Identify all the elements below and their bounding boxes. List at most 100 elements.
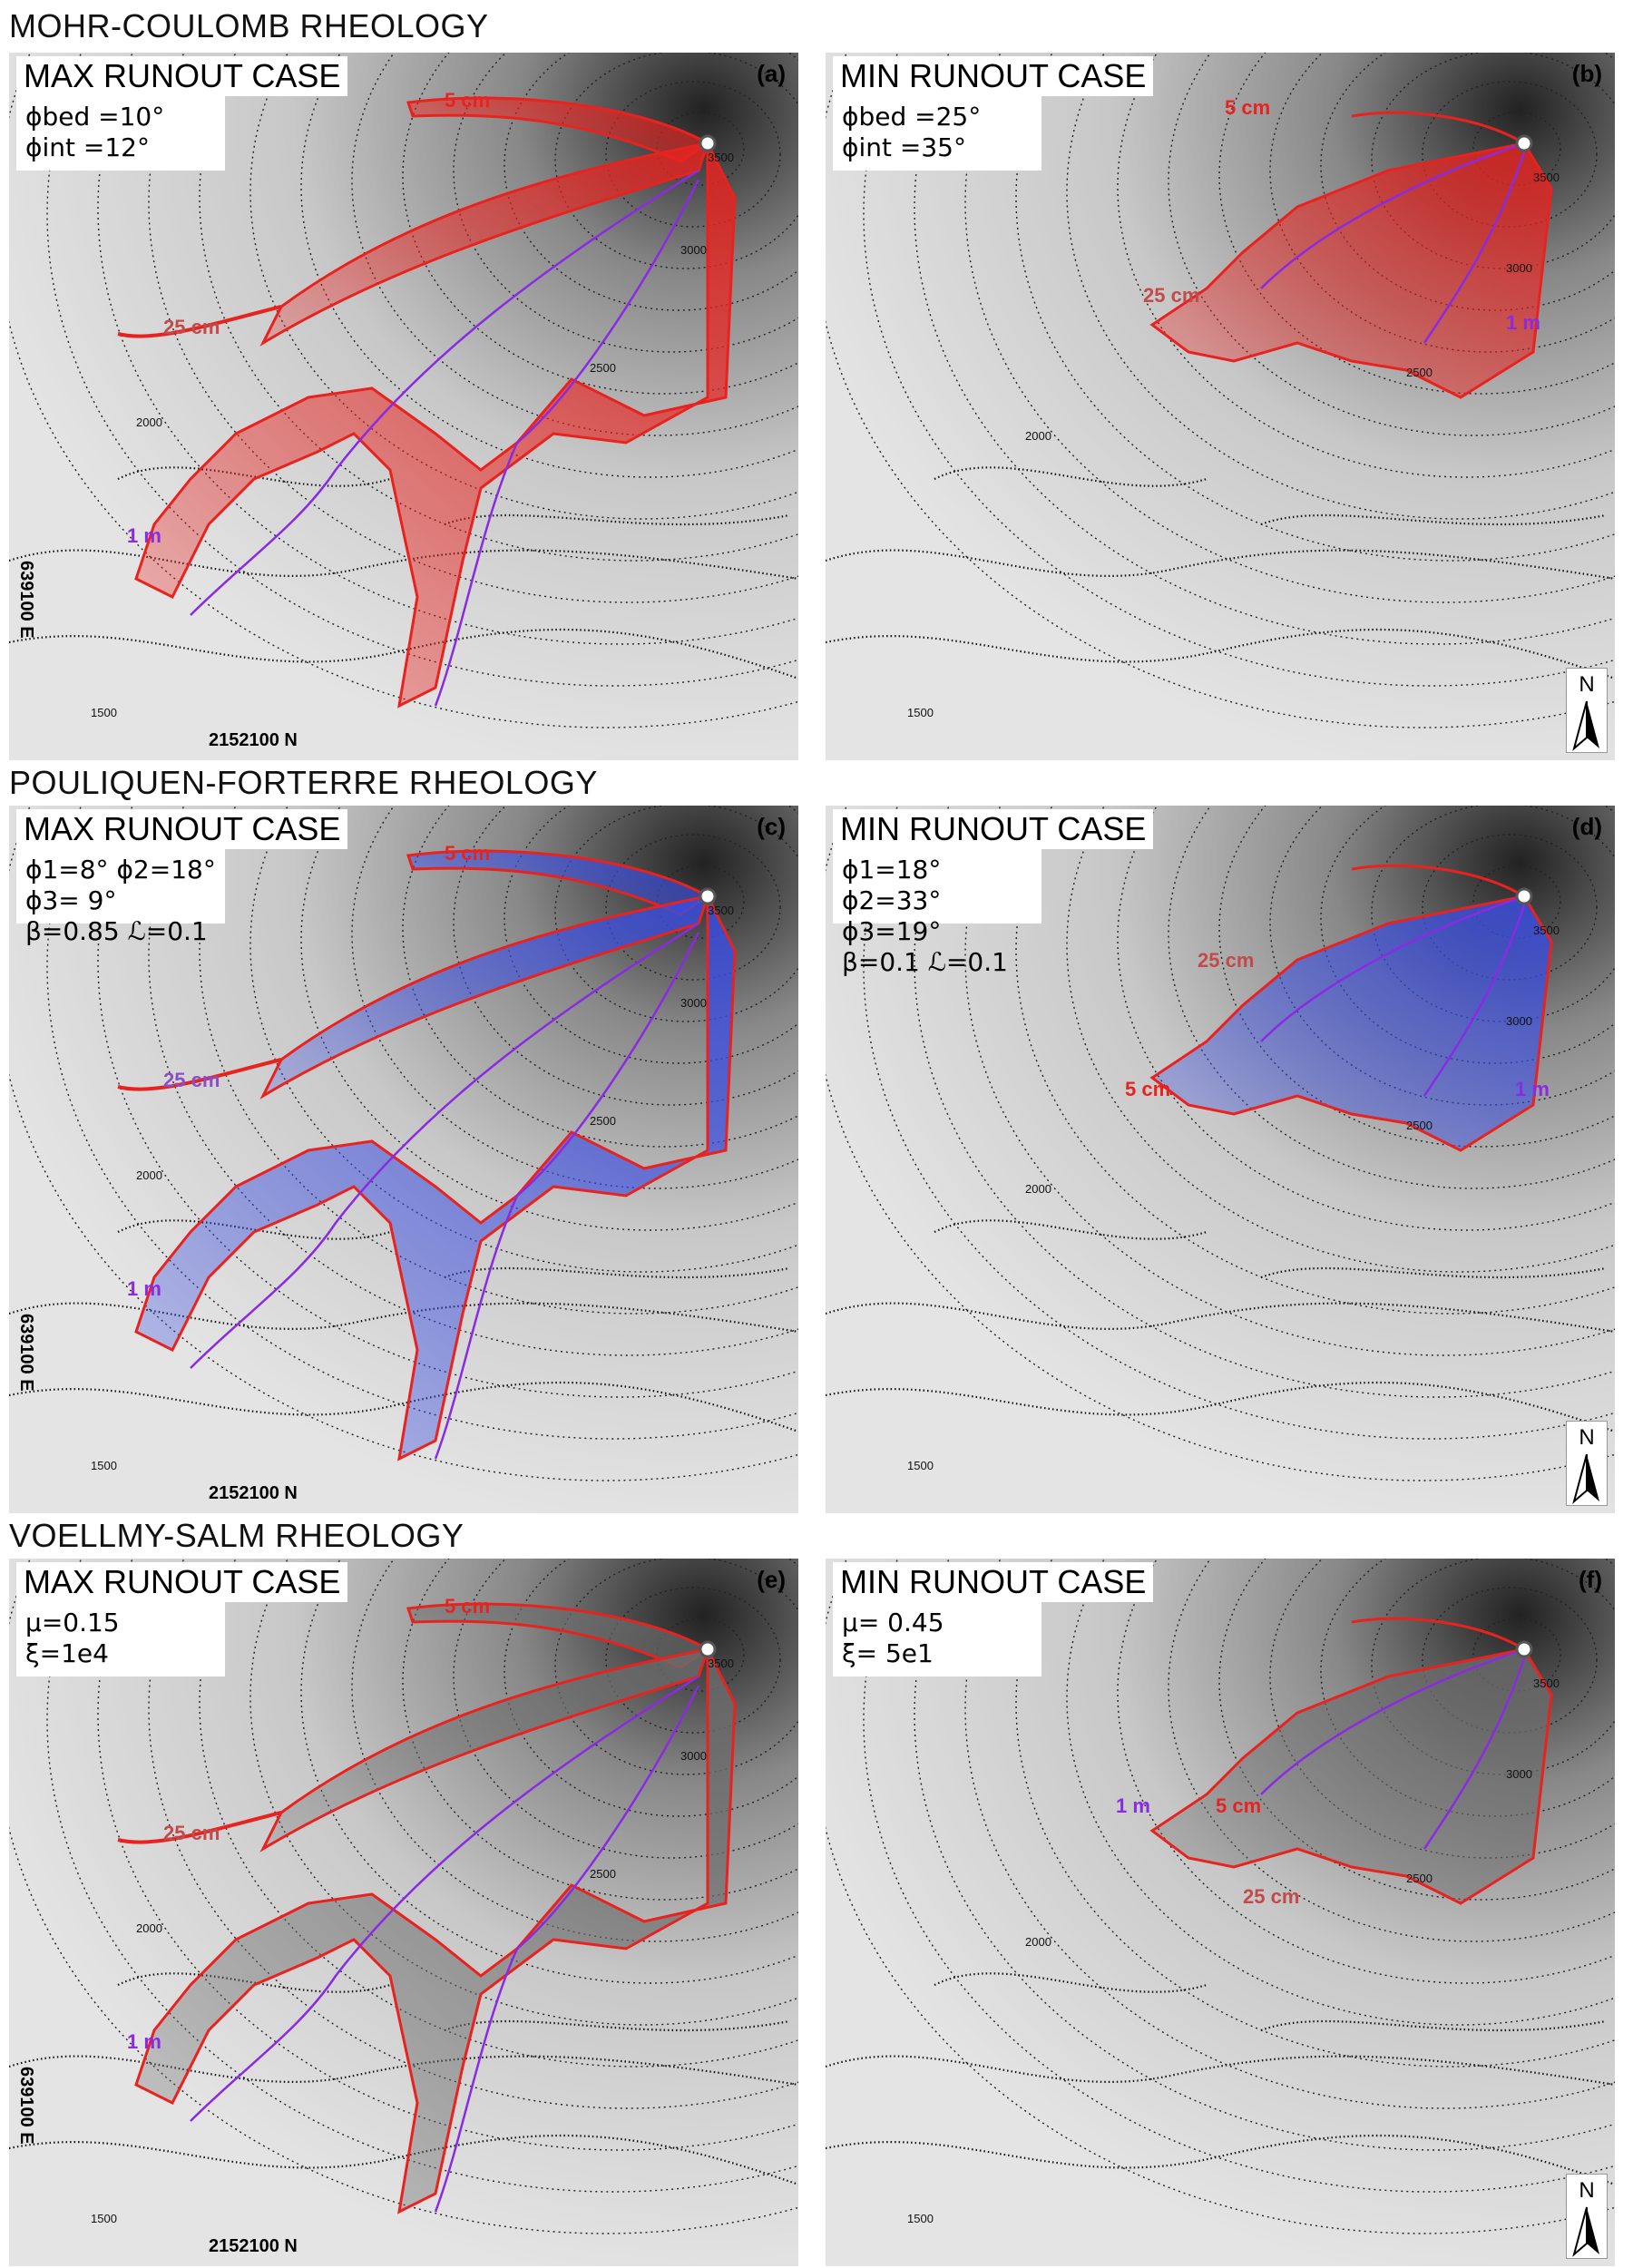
terrain-map <box>9 806 798 1513</box>
ridge-contour <box>9 549 798 581</box>
panel-letter: (b) <box>1571 60 1602 87</box>
elevation-contour <box>97 53 798 645</box>
contour-label: 2500 <box>1406 366 1433 379</box>
elevation-contour <box>1117 53 1615 478</box>
contour-label: 2000 <box>1025 429 1051 443</box>
parameter-line-2: ϕint =12° <box>25 132 150 162</box>
north-label: N <box>1579 2178 1595 2203</box>
parameter-box: ϕbed =25° ϕint =35° <box>833 96 1041 171</box>
elevation-contour <box>1117 806 1615 1231</box>
runout-case-title: MAX RUNOUT CASE <box>16 56 348 96</box>
elevation-contour <box>863 53 1615 687</box>
north-arrow: N <box>1566 668 1608 753</box>
northing-label: 2152100 N <box>209 2236 298 2256</box>
elevation-contour <box>914 806 1615 1398</box>
parameter-line-2: β=0.1 ℒ=0.1 <box>842 947 1008 977</box>
parameter-line-1: ϕ1=18° ϕ2=33° ϕ3=19° <box>842 855 942 946</box>
elevation-contour <box>1371 53 1615 269</box>
map-panel-e: MAX RUNOUT CASE μ=0.15 ξ=1e4 (e) 5 cm 25 cm 1 … <box>9 1559 798 2266</box>
contour-label: 1500 <box>907 706 934 719</box>
elevation-contour <box>1218 806 1615 1148</box>
elevation-contour <box>1371 806 1615 1022</box>
contour-label: 3500 <box>708 151 734 164</box>
ridge-contour <box>9 628 798 680</box>
north-arrow-icon <box>1572 2206 1599 2257</box>
ridge-contour <box>444 513 790 526</box>
ridge-contour <box>934 466 1208 487</box>
parameter-line-1: ϕbed =25° <box>842 102 982 132</box>
label-5cm: 5 cm <box>1216 1794 1262 1817</box>
label-25cm: 25 cm <box>1143 284 1200 307</box>
elevation-contour <box>504 806 798 1064</box>
elevation-contour <box>46 1559 798 2193</box>
elevation-contour <box>554 1559 798 1775</box>
panel-letter: (d) <box>1571 813 1602 840</box>
contour-label: 3000 <box>1506 261 1532 275</box>
flow-deposit <box>117 849 737 1461</box>
runout-case-title: MAX RUNOUT CASE <box>16 1562 348 1602</box>
ridge-contour <box>934 1219 1208 1240</box>
contour-label: 2500 <box>590 361 616 375</box>
label-5cm: 5 cm <box>445 89 491 112</box>
easting-label: 639100 E <box>16 561 36 639</box>
contour-label: 3500 <box>708 904 734 917</box>
label-25cm: 25 cm <box>163 1822 220 1844</box>
label-5cm: 5 cm <box>445 842 491 865</box>
terrain-map <box>826 806 1615 1513</box>
elevation-contour <box>863 1559 1615 2193</box>
map-panel-a: MAX RUNOUT CASE ϕbed =10° ϕint =12° (a) 5 cm… <box>9 53 798 760</box>
runout-case-title: MIN RUNOUT CASE <box>833 809 1154 849</box>
north-arrow: N <box>1566 1421 1608 1506</box>
ridge-contour <box>826 2134 1615 2186</box>
contour-label: 1500 <box>91 2212 117 2225</box>
elevation-contour <box>1218 53 1615 395</box>
ridge-contour <box>826 2055 1615 2087</box>
north-label: N <box>1579 1425 1595 1450</box>
elevation-contour <box>97 1559 798 2151</box>
ridge-contour <box>826 549 1615 581</box>
north-label: N <box>1579 672 1595 697</box>
vent-marker <box>699 1640 717 1658</box>
elevation-contour <box>300 806 798 1231</box>
label-5cm: 5 cm <box>1125 1078 1171 1100</box>
label-1m: 1 m <box>127 1277 161 1300</box>
elevation-contour <box>402 53 798 395</box>
parameter-box: ϕ1=8° ϕ2=18° ϕ3= 9° β=0.85 ℒ=0.1 <box>16 849 225 946</box>
elevation-contour <box>605 1587 781 1734</box>
ridge-contour <box>826 1302 1615 1334</box>
label-1m: 1 m <box>1515 1078 1550 1100</box>
parameter-line-1: ϕ1=8° ϕ2=18° ϕ3= 9° <box>25 855 216 915</box>
north-arrow: N <box>1566 2174 1608 2259</box>
contour-label: 3500 <box>708 1657 734 1670</box>
terrain-map <box>9 53 798 760</box>
elevation-contour <box>97 806 798 1398</box>
label-25cm: 25 cm <box>163 316 220 338</box>
ridge-contour <box>826 628 1615 680</box>
label-5cm: 5 cm <box>1225 96 1271 119</box>
contour-label: 2000 <box>1025 1182 1051 1196</box>
elevation-contour <box>605 834 781 981</box>
contour-label: 1500 <box>91 1459 117 1472</box>
north-arrow-icon <box>1572 700 1599 751</box>
parameter-line-1: μ=0.15 <box>25 1608 120 1637</box>
contour-label: 2500 <box>590 1114 616 1128</box>
elevation-contour <box>1472 1618 1561 1692</box>
contour-label: 3000 <box>680 243 707 257</box>
contour-label: 3000 <box>680 1749 707 1763</box>
flow-deposit <box>117 96 737 709</box>
elevation-contour <box>300 53 798 478</box>
easting-label: 639100 E <box>16 2067 36 2145</box>
elevation-contour <box>605 81 781 228</box>
contour-label: 3000 <box>1506 1014 1532 1028</box>
contour-label: 2500 <box>1406 1872 1433 1885</box>
panel-letter: (a) <box>757 60 786 87</box>
contour-label: 3000 <box>680 996 707 1010</box>
parameter-line-2: ξ=1e4 <box>25 1638 109 1668</box>
label-5cm: 5 cm <box>445 1595 491 1618</box>
ridge-contour <box>444 1266 790 1279</box>
elevation-contour <box>1218 1559 1615 1901</box>
vent-marker <box>699 134 717 152</box>
contour-label: 2500 <box>1406 1119 1433 1132</box>
elevation-contour <box>504 1559 798 1817</box>
contour-label: 1500 <box>907 2212 934 2225</box>
